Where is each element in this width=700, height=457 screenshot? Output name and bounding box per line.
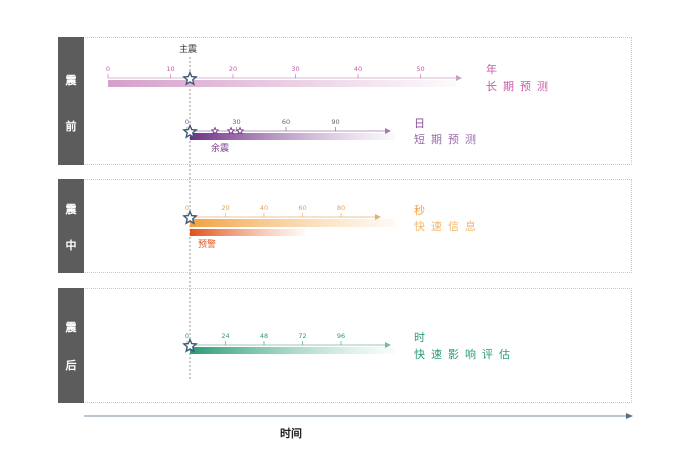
seconds-bar bbox=[190, 219, 395, 227]
time-axis-arrowhead bbox=[626, 413, 633, 419]
stage-char: 震 bbox=[65, 203, 77, 216]
years-unit-label: 年 bbox=[486, 63, 497, 76]
stage-char: 前 bbox=[65, 120, 77, 133]
tick-label: 24 bbox=[221, 332, 229, 340]
hours-desc-label: 快速影响评估 bbox=[414, 348, 516, 361]
main-shock-star-icon bbox=[182, 70, 198, 86]
stage-char: 后 bbox=[65, 359, 77, 372]
tick-label: 60 bbox=[298, 204, 306, 212]
tick-label: 90 bbox=[331, 118, 339, 126]
warning-bar bbox=[190, 229, 305, 236]
tick-label: 0 bbox=[185, 118, 189, 126]
stage-tab-post: 震 后 bbox=[58, 288, 84, 403]
stage-char: 震 bbox=[65, 74, 77, 87]
hours-bar bbox=[190, 347, 395, 354]
aftershock-star-icon bbox=[226, 126, 236, 135]
days-ticks: 0 30 60 90 bbox=[185, 118, 340, 131]
tick-label: 10 bbox=[166, 65, 174, 73]
tick-label: 80 bbox=[337, 204, 345, 212]
tick-label: 0 bbox=[185, 204, 189, 212]
tick-label: 96 bbox=[337, 332, 345, 340]
main-shock-star-icon bbox=[182, 209, 198, 225]
aftershock-star-icon bbox=[235, 126, 245, 135]
days-unit-label: 日 bbox=[414, 117, 425, 130]
tick-label: 48 bbox=[260, 332, 268, 340]
hours-unit-label: 时 bbox=[414, 331, 425, 344]
seconds-ticks: 0 20 40 60 80 bbox=[185, 204, 345, 217]
days-bar bbox=[190, 133, 395, 140]
main-shock-label: 主震 bbox=[179, 43, 197, 55]
seconds-unit-label: 秒 bbox=[414, 204, 425, 217]
tick-label: 40 bbox=[260, 204, 268, 212]
tick-label: 60 bbox=[282, 118, 290, 126]
stage-tab-pre: 震 前 bbox=[58, 37, 84, 165]
seconds-arrowhead bbox=[375, 214, 381, 220]
stage-tab-co: 震 中 bbox=[58, 179, 84, 273]
seconds-desc-label: 快速信息 bbox=[414, 220, 482, 233]
days-arrowhead bbox=[385, 128, 391, 134]
years-desc-label: 长期预测 bbox=[486, 80, 554, 93]
time-axis-label: 时间 bbox=[280, 426, 302, 440]
aftershock-star-icon bbox=[210, 126, 220, 135]
tick-label: 30 bbox=[232, 118, 240, 126]
years-bar bbox=[108, 80, 456, 87]
tick-label: 30 bbox=[291, 65, 299, 73]
aftershock-label: 余震 bbox=[211, 142, 229, 154]
tick-label: 0 bbox=[106, 65, 110, 73]
warning-label: 预警 bbox=[198, 238, 216, 250]
tick-label: 40 bbox=[354, 65, 362, 73]
years-ticks: 0 10 20 30 40 50 bbox=[106, 65, 425, 78]
main-shock-star-icon bbox=[182, 123, 198, 139]
years-arrowhead bbox=[456, 75, 462, 81]
stage-char: 震 bbox=[65, 321, 77, 334]
tick-label: 20 bbox=[221, 204, 229, 212]
tick-label: 72 bbox=[298, 332, 306, 340]
tick-label: 0 bbox=[185, 332, 189, 340]
tick-label: 50 bbox=[416, 65, 424, 73]
hours-arrowhead bbox=[385, 342, 391, 348]
days-desc-label: 短期预测 bbox=[414, 133, 482, 146]
hours-ticks: 0 24 48 72 96 bbox=[185, 332, 345, 345]
stage-char: 中 bbox=[65, 239, 77, 252]
main-shock-star-icon bbox=[182, 337, 198, 353]
tick-label: 20 bbox=[229, 65, 237, 73]
